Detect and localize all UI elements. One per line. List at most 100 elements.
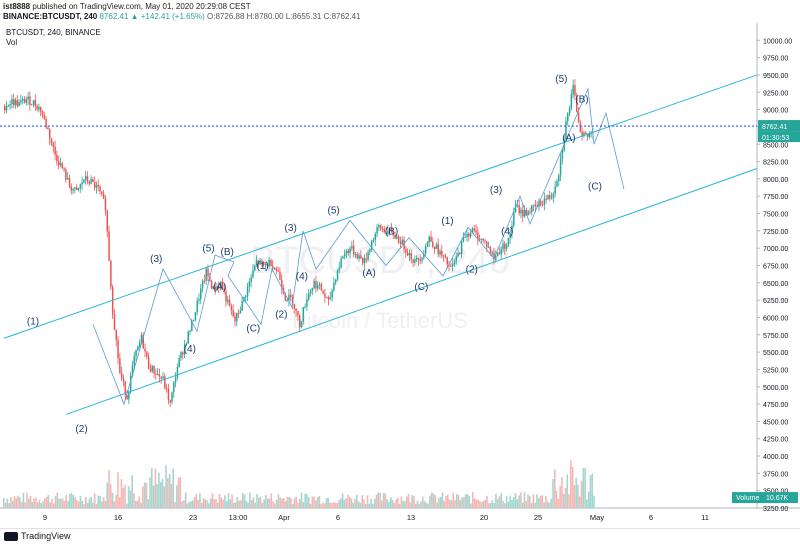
candle-body	[183, 344, 186, 355]
candle-body	[225, 291, 227, 302]
wave-label: (4)	[501, 226, 513, 237]
volume-bar	[311, 496, 314, 508]
volume-bar	[206, 500, 208, 508]
volume-bar	[181, 501, 183, 508]
candle-body	[93, 181, 96, 188]
volume-bar	[249, 492, 251, 508]
candle-body	[207, 268, 209, 277]
volume-bar	[220, 497, 223, 508]
volume-bar	[241, 492, 244, 508]
volume-bar	[240, 500, 242, 508]
candle-body	[21, 98, 24, 101]
volume-bar	[261, 502, 264, 508]
candle-body	[228, 299, 231, 307]
volume-bar	[448, 499, 451, 508]
candle-body	[581, 131, 583, 137]
price-chart[interactable]: 10000.009750.009500.009250.009000.008750…	[0, 23, 800, 530]
candle-body	[549, 195, 551, 199]
volume-bar	[172, 468, 174, 508]
y-tick-label: 9500.00	[763, 73, 788, 80]
candle-body	[469, 233, 472, 237]
candle-body	[313, 281, 315, 289]
volume-bar	[479, 501, 481, 508]
volume-bar	[450, 500, 453, 508]
candle-body	[108, 231, 110, 261]
candle-body	[532, 204, 535, 206]
volume-bar	[441, 492, 444, 508]
volume-bar	[33, 498, 35, 508]
candle-body	[59, 163, 62, 166]
volume-bar	[118, 497, 121, 508]
volume-bar	[546, 501, 549, 508]
candle-body	[498, 252, 501, 255]
volume-bar	[136, 500, 139, 508]
volume-bar	[188, 501, 191, 508]
candle-body	[304, 306, 306, 308]
candle-body	[284, 293, 287, 301]
candle-body	[349, 248, 351, 253]
candle-body	[120, 372, 123, 379]
candle-body	[363, 258, 366, 264]
volume-bar	[45, 496, 48, 508]
x-tick-label: 20	[480, 513, 488, 522]
candle-body	[471, 228, 474, 234]
candle-body	[70, 186, 73, 191]
volume-bar	[359, 502, 362, 508]
volume-bar	[211, 493, 214, 508]
volume-bar	[102, 497, 105, 508]
volume-bar	[231, 494, 233, 508]
volume-bar	[570, 460, 572, 508]
candle-body	[119, 358, 121, 373]
volume-bar	[111, 492, 114, 508]
volume-bar	[101, 501, 103, 508]
candle-body	[133, 356, 136, 366]
candle-body	[43, 114, 46, 119]
volume-bar	[532, 494, 535, 508]
volume-bar	[586, 499, 588, 508]
volume-bar	[423, 500, 426, 508]
candle-body	[502, 243, 504, 250]
candle-body	[540, 201, 542, 205]
candle-body	[173, 382, 175, 393]
candle-body	[185, 343, 188, 345]
candle-body	[142, 335, 145, 349]
volume-bar	[199, 493, 201, 508]
candle-body	[219, 281, 222, 288]
candle-body	[14, 100, 17, 106]
volume-bar	[461, 497, 463, 508]
wave-label: (B)	[575, 95, 588, 106]
volume-bar	[42, 501, 44, 508]
volume-bar	[525, 500, 528, 508]
volume-bar	[502, 501, 504, 508]
candle-body	[232, 310, 234, 317]
volume-bar	[216, 502, 219, 508]
chart-frame[interactable]: 10000.009750.009500.009250.009000.008750…	[0, 23, 800, 530]
y-tick-label: 7500.00	[763, 212, 788, 219]
volume-bar	[170, 483, 173, 508]
volume-bar	[151, 467, 153, 508]
volume-bar	[120, 479, 123, 508]
tradingview-logo[interactable]: TradingView	[4, 531, 71, 542]
volume-bar	[432, 493, 435, 508]
candle-body	[160, 376, 162, 379]
candle-body	[399, 242, 402, 245]
volume-bar	[243, 494, 246, 508]
candle-body	[221, 281, 224, 290]
volume-bar	[225, 501, 228, 508]
candle-body	[514, 205, 517, 213]
volume-bar	[482, 500, 485, 508]
volume-bar	[372, 503, 374, 508]
candle-body	[365, 258, 368, 260]
candle-body	[149, 368, 152, 372]
candle-body	[486, 241, 488, 248]
candle-body	[212, 286, 215, 289]
x-tick-label: 13	[407, 513, 415, 522]
ohlc-values: O:8726.88 H:8780.00 L:8655.31 C:8762.41	[207, 12, 361, 21]
candle-body	[586, 133, 589, 137]
candle-body	[75, 187, 78, 190]
candle-body	[455, 256, 457, 262]
volume-bar	[295, 496, 298, 508]
candle-body	[68, 178, 71, 187]
volume-bar	[291, 503, 294, 508]
volume-bar	[391, 499, 394, 508]
